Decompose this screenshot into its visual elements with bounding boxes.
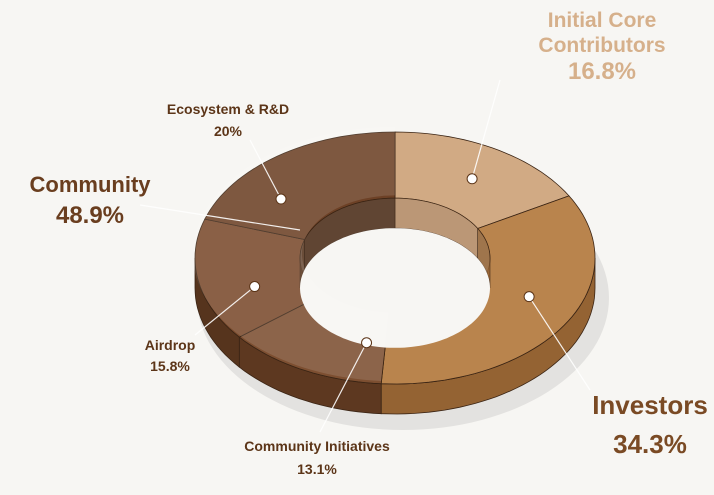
leader-dot-airdrop — [249, 281, 261, 293]
label-initial-core-pct: 16.8% — [567, 58, 637, 86]
label-initial-core-line2: Contributors — [538, 34, 666, 58]
leader-dot-ecosystem — [275, 193, 287, 205]
hole-floor — [300, 228, 490, 348]
label-airdrop-name: Airdrop — [144, 337, 196, 353]
label-initiatives-pct: 13.1% — [297, 460, 337, 477]
leader-line-initial-core — [471, 79, 501, 179]
leader-line-community — [139, 204, 301, 231]
label-ecosystem-pct: 20% — [213, 122, 243, 139]
leader-line-airdrop — [194, 286, 256, 336]
leader-line-investors — [528, 296, 591, 391]
label-initial-core-contributors: Initial Core Contributors 16.8% — [538, 8, 665, 87]
leader-dot-initiatives — [361, 337, 373, 349]
label-community: Community 48.9% — [30, 172, 151, 231]
label-ecosystem-name: Ecosystem & R&D — [166, 101, 290, 117]
label-community-name: Community — [29, 172, 151, 197]
community-group-overlay — [193, 126, 395, 381]
leader-dot-investors — [523, 291, 535, 303]
leader-dot-initial-core — [466, 173, 478, 185]
label-airdrop-pct: 15.8% — [150, 357, 190, 374]
label-initiatives-name: Community Initiatives — [244, 438, 390, 454]
label-investors: Investors 34.3% — [592, 390, 708, 460]
label-investors-pct: 34.3% — [613, 429, 687, 460]
label-community-pct: 48.9% — [55, 202, 125, 230]
label-initial-core-line1: Initial Core — [547, 9, 657, 32]
leader-line-initiatives — [319, 342, 368, 433]
label-investors-name: Investors — [592, 390, 708, 420]
label-ecosystem: Ecosystem & R&D 20% — [167, 101, 289, 140]
label-community-initiatives: Community Initiatives 13.1% — [244, 438, 389, 478]
label-airdrop: Airdrop 15.8% — [145, 337, 196, 375]
leader-line-ecosystem — [249, 139, 282, 200]
